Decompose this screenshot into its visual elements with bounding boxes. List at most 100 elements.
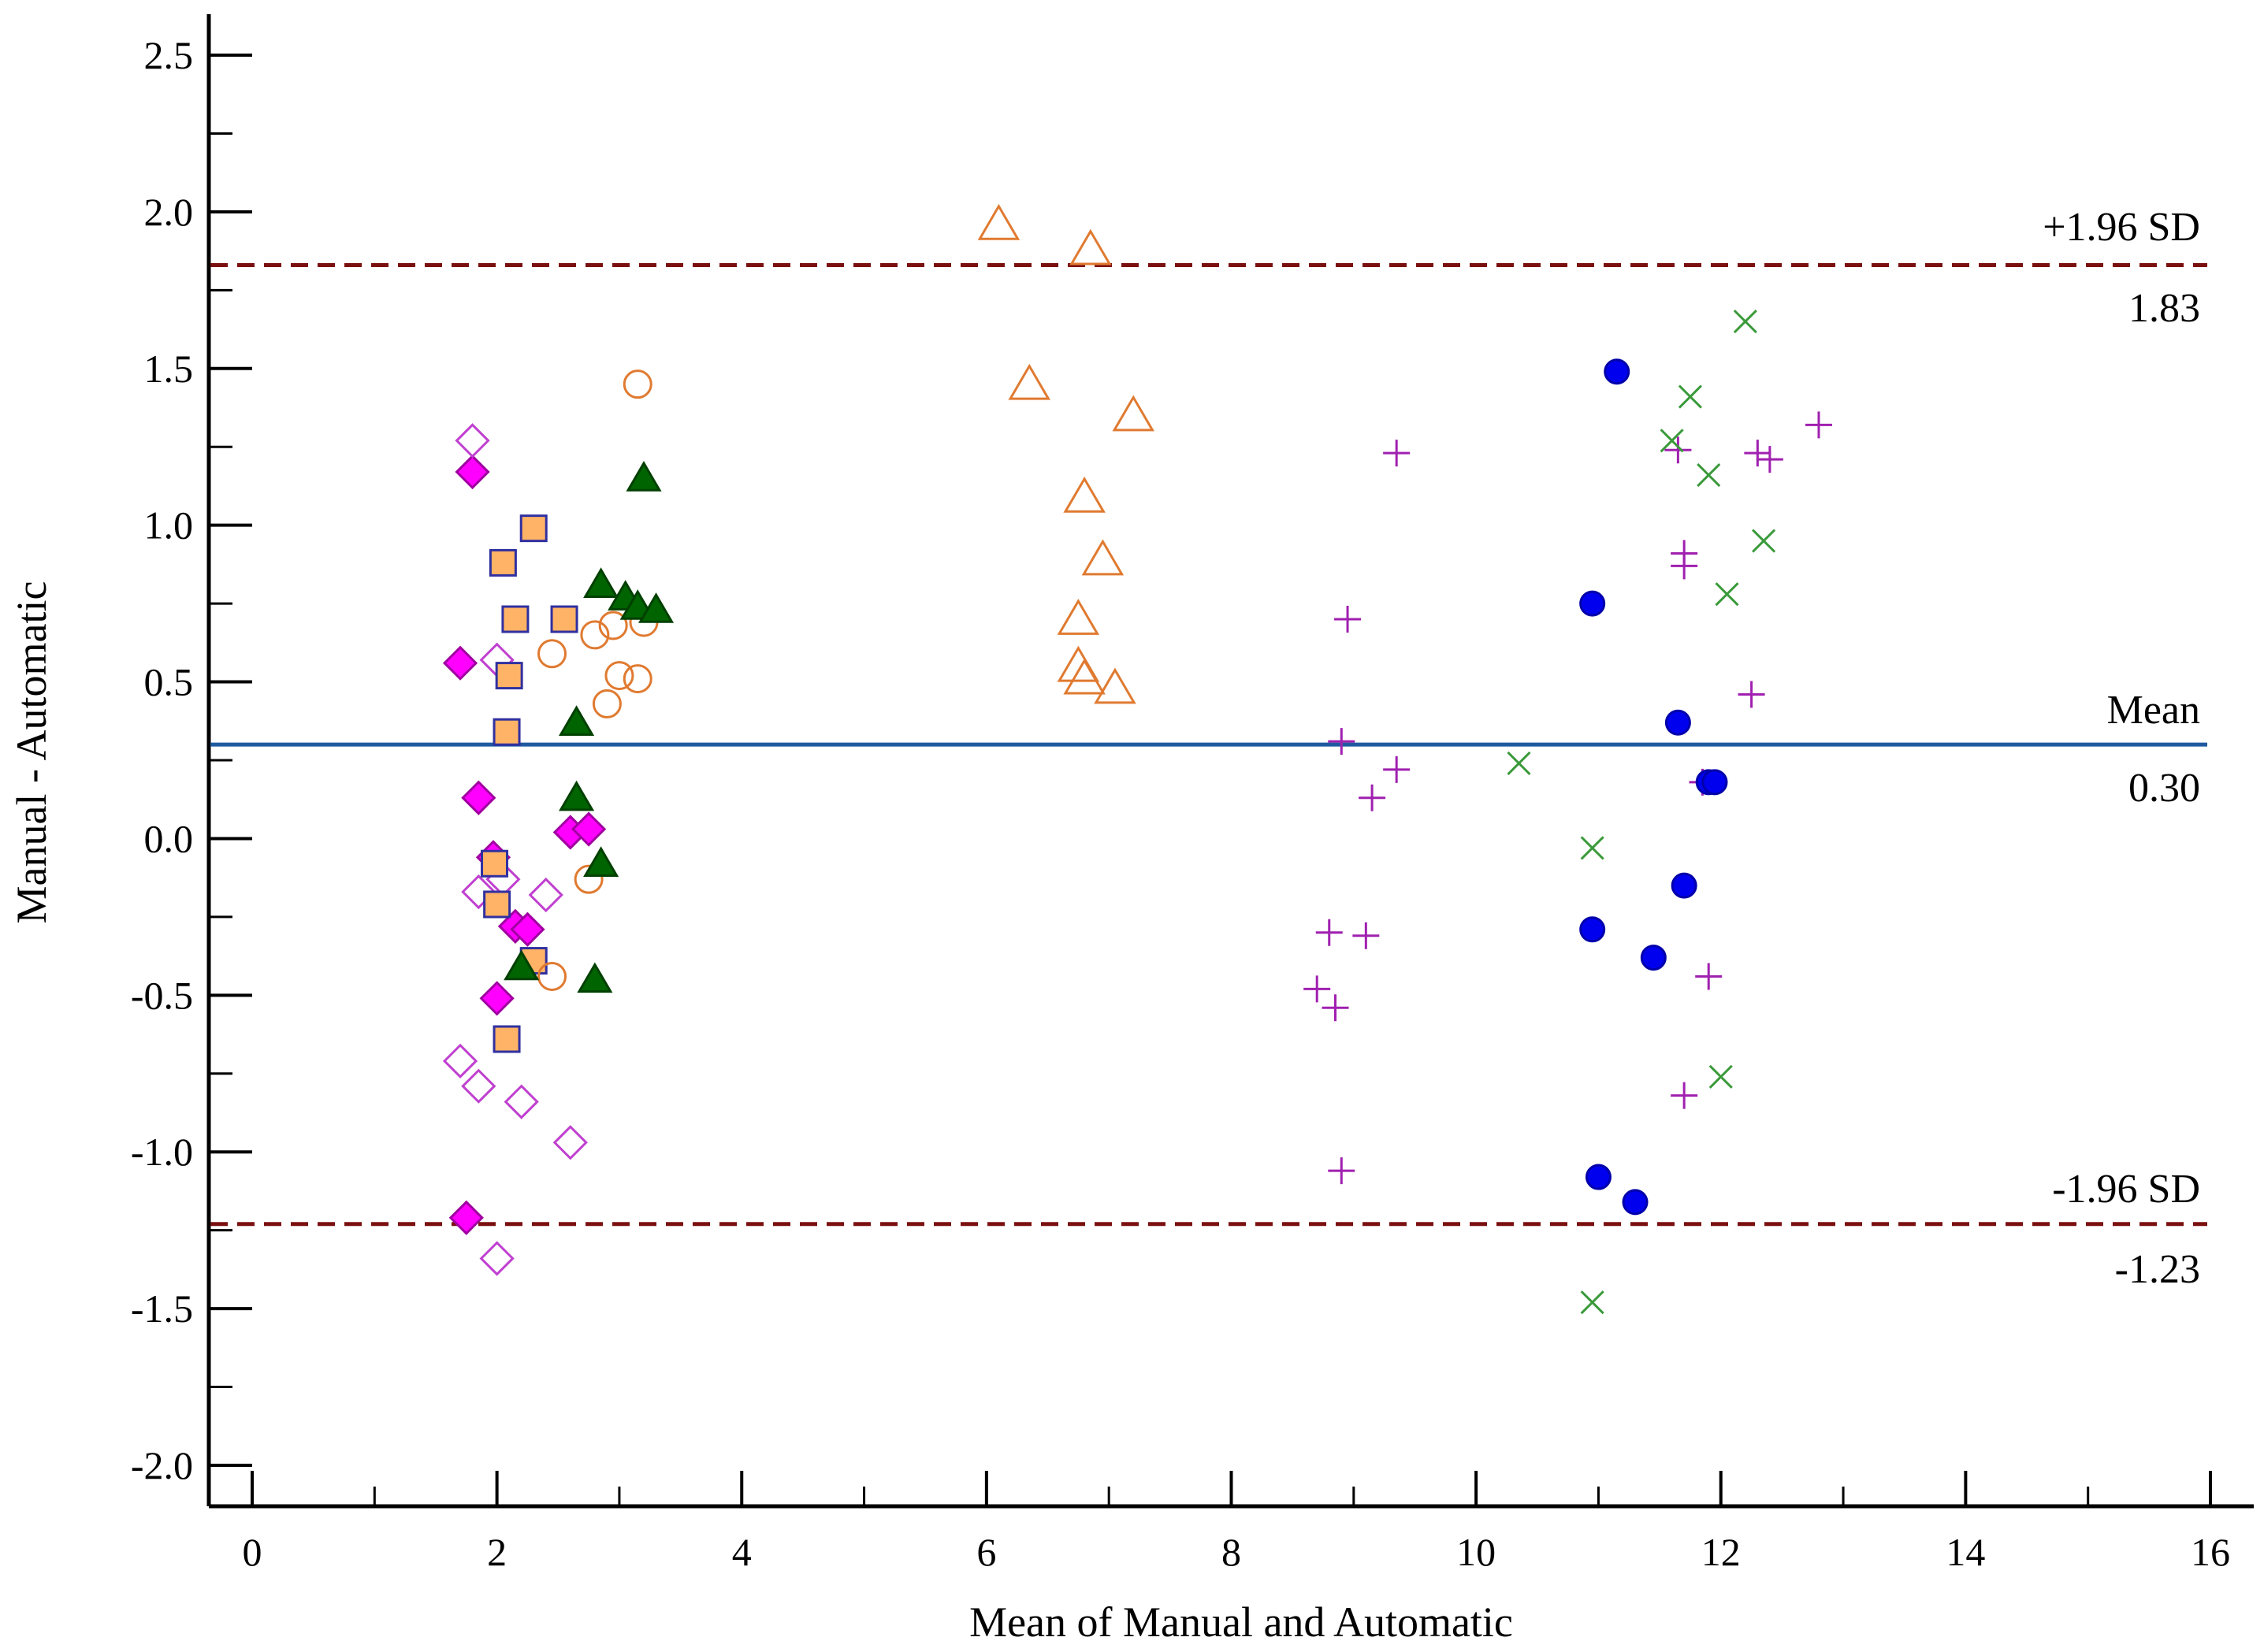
filled-circle-point [1579, 590, 1606, 617]
filled-diamond-point [571, 811, 607, 847]
filled-square-point [519, 514, 548, 543]
plus-point [1664, 436, 1692, 464]
open-triangle-point [977, 203, 1020, 240]
y-tick-label: -1.5 [131, 1286, 193, 1331]
plus-point [1352, 922, 1380, 949]
plus-point [1303, 975, 1331, 1003]
lower-loa-label: -1.96 SD [2052, 1167, 2200, 1212]
upper-loa-label: +1.96 SD [2043, 205, 2200, 250]
filled-circle-point [1664, 709, 1691, 736]
series-open-circle [537, 369, 659, 991]
plus-point [1805, 411, 1832, 439]
axes: 2.5 2.0 1.5 1.0 0.5 0.0 -0.5 -1.0 -1.5 -2.0 0 2 4 6 8 1… [131, 14, 2254, 1574]
open-circle-point [537, 639, 567, 669]
filled-square-point [501, 605, 530, 633]
filled-diamond-point [442, 645, 478, 681]
filled-diamond-point [448, 1200, 484, 1235]
plus-point [1756, 446, 1783, 473]
y-tick-label: -0.5 [131, 973, 193, 1017]
filled-triangle-point [583, 846, 619, 877]
x-tick-label: 12 [1701, 1530, 1741, 1574]
open-diamond-point [442, 1043, 478, 1078]
y-tick-label: 0.5 [144, 660, 194, 704]
filled-circle-point [1585, 1164, 1612, 1190]
plus-point [1744, 440, 1771, 467]
x-tick-label: 16 [2191, 1530, 2230, 1574]
open-triangle-point [1112, 395, 1155, 432]
cross-point [1678, 384, 1702, 409]
open-triangle-point [1081, 539, 1125, 576]
plus-point [1738, 681, 1765, 708]
filled-diamond-point [479, 981, 515, 1016]
filled-square-point [495, 662, 523, 690]
x-axis-title: Mean of Manual and Automatic [969, 1598, 1513, 1646]
open-circle-point [592, 689, 622, 718]
series-filled-triangle [504, 461, 675, 993]
mean-label: Mean [2107, 688, 2200, 733]
plus-point [1334, 606, 1362, 633]
series-filled-circle [1579, 358, 1728, 1216]
open-circle-point [537, 961, 567, 991]
y-tick-label: 2.0 [144, 190, 194, 234]
filled-square-point [550, 605, 578, 633]
filled-triangle-point [626, 461, 662, 492]
filled-square-point [493, 718, 521, 746]
filled-circle-point [1604, 358, 1630, 385]
plus-point [1328, 728, 1355, 755]
open-circle-point [604, 661, 634, 691]
mean-value: 0.30 [2128, 766, 2200, 811]
open-circle-point [623, 664, 652, 694]
y-axis-title: Manual - Automatic [8, 581, 55, 924]
cross-point [1733, 310, 1757, 334]
y-tick-label: -1.0 [131, 1130, 193, 1174]
open-triangle-point [1057, 599, 1100, 635]
filled-diamond-point [510, 911, 545, 947]
plus-point [1322, 994, 1349, 1022]
open-triangle-point [1063, 658, 1106, 695]
open-circle-point [623, 369, 652, 399]
y-tick-label: 1.5 [144, 347, 194, 391]
open-triangle-point [1063, 476, 1106, 513]
open-triangle-point [1094, 667, 1136, 704]
cross-point [1697, 462, 1721, 488]
x-tick-label: 14 [1946, 1530, 1985, 1574]
plus-point [1315, 919, 1343, 946]
filled-square-point [489, 548, 517, 577]
filled-circle-point [1701, 769, 1728, 796]
open-circle-point [580, 620, 610, 650]
reference-lines [210, 263, 2207, 1227]
filled-circle-point [1640, 945, 1667, 971]
open-circle-point [598, 611, 628, 640]
y-tick-label: 0.0 [144, 816, 194, 860]
plus-point [1695, 963, 1723, 990]
open-diamond-point [461, 874, 496, 910]
x-tick-label: 8 [1221, 1530, 1241, 1574]
open-diamond-point [461, 1068, 496, 1104]
filled-square-point [483, 890, 511, 919]
filled-triangle-point [504, 949, 540, 981]
x-tick-label: 6 [976, 1530, 996, 1574]
x-tick-label: 10 [1456, 1530, 1496, 1574]
filled-triangle-point [583, 567, 619, 598]
open-triangle-point [1069, 228, 1112, 265]
plus-point [1328, 1157, 1355, 1185]
open-diamond-point [504, 1084, 539, 1119]
filled-circle-point [1671, 872, 1697, 899]
x-tick-label: 2 [487, 1530, 507, 1574]
series-open-diamond [442, 423, 588, 1276]
y-tick-label: 1.0 [144, 503, 194, 548]
cross-point [1580, 836, 1604, 860]
filled-diamond-point [455, 454, 490, 490]
x-tick-label: 0 [243, 1530, 262, 1574]
filled-triangle-point [638, 592, 675, 623]
data-points [442, 203, 1832, 1315]
series-cross [1507, 310, 1776, 1315]
plus-point [1383, 440, 1411, 467]
open-diamond-point [528, 877, 563, 913]
cross-point [1507, 751, 1531, 776]
filled-triangle-point [577, 962, 613, 993]
open-triangle-point [1057, 645, 1100, 682]
open-circle-point [574, 864, 604, 894]
series-filled-diamond [442, 454, 607, 1235]
